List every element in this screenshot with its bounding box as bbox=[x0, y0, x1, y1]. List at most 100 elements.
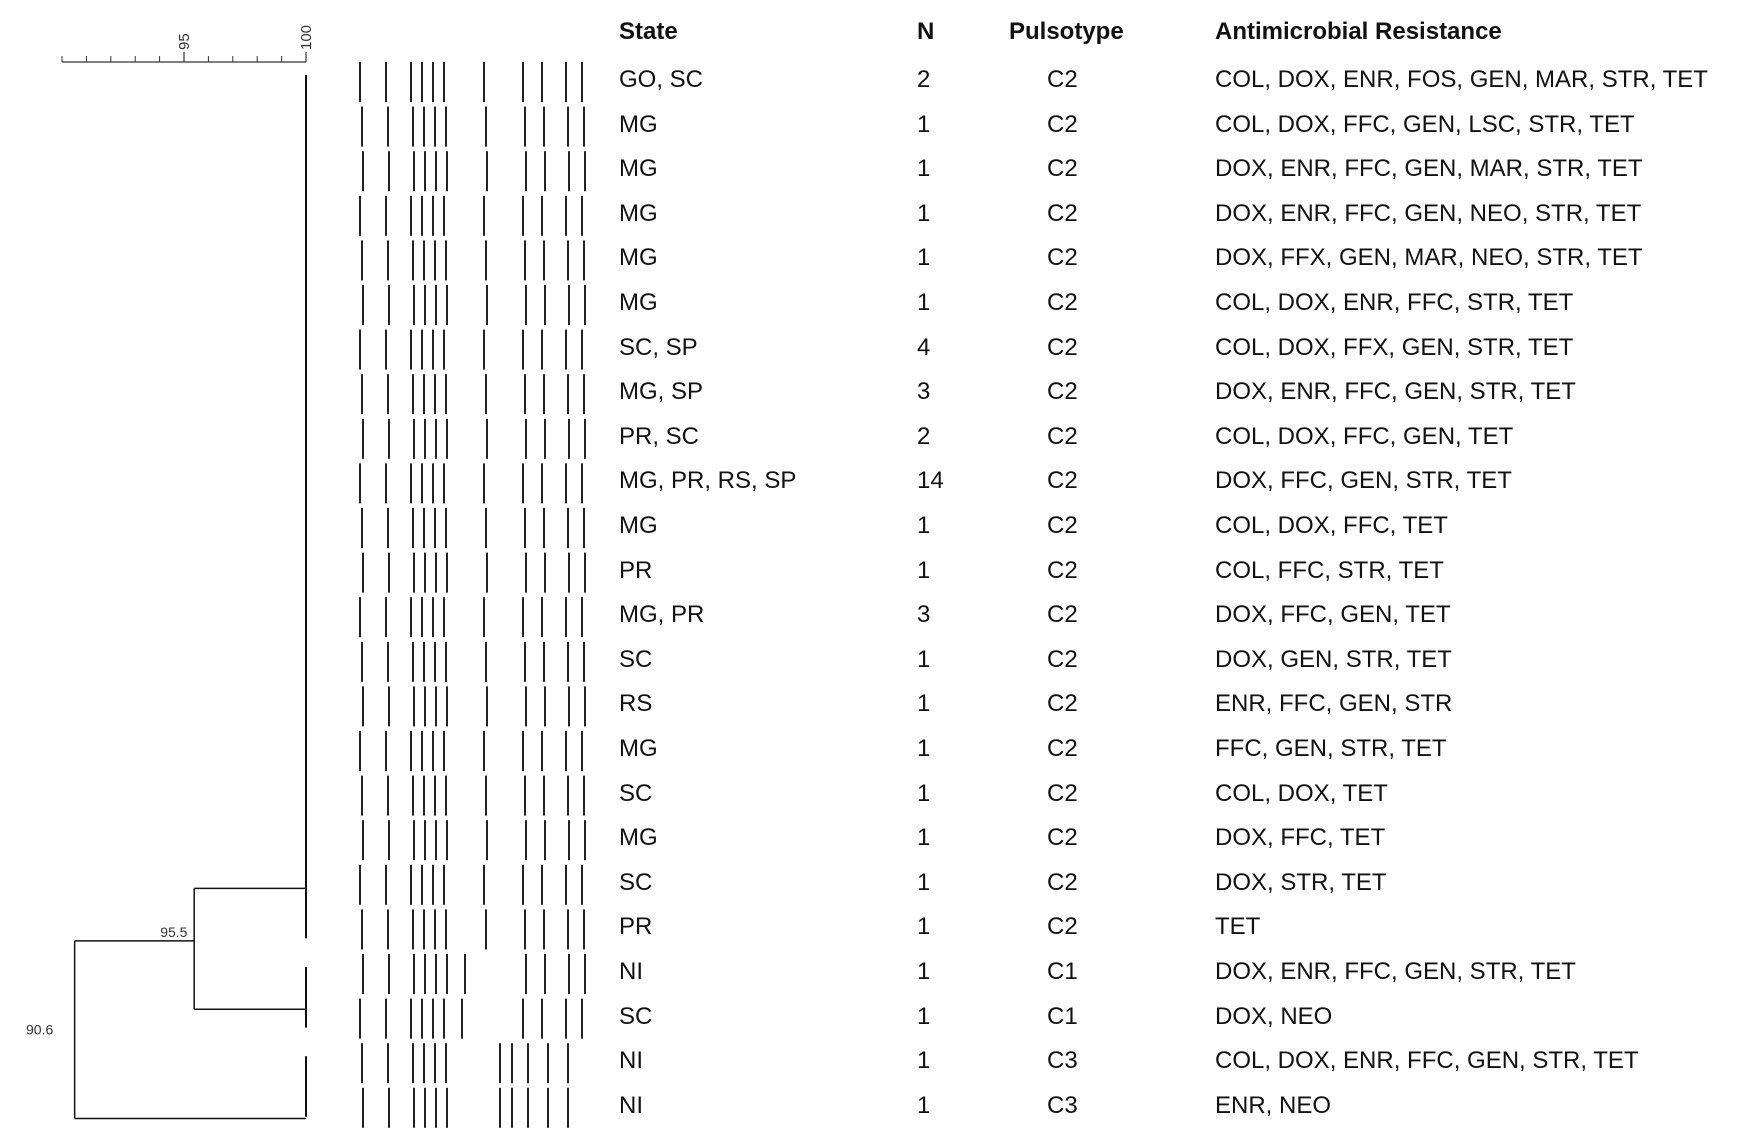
scale-tick-label: 100 bbox=[298, 25, 315, 50]
table-row: PR, SC 2 C2 COL, DOX, FFC, GEN, TET bbox=[0, 421, 1763, 465]
n-cell: 1 bbox=[917, 244, 931, 272]
pulsotype-cell: C2 bbox=[1047, 378, 1078, 406]
table-row: MG 1 C2 DOX, ENR, FFC, GEN, MAR, STR, TET bbox=[0, 153, 1763, 197]
table-row: NI 1 C3 COL, DOX, ENR, FFC, GEN, STR, TET bbox=[0, 1045, 1763, 1089]
pulsotype-cell: C2 bbox=[1047, 199, 1078, 227]
resistance-cell: DOX, ENR, FFC, GEN, NEO, STR, TET bbox=[1215, 199, 1642, 227]
resistance-cell: DOX, GEN, STR, TET bbox=[1215, 645, 1452, 673]
state-cell: SC bbox=[619, 645, 653, 673]
table-row: MG 1 C2 COL, DOX, FFC, TET bbox=[0, 510, 1763, 554]
resistance-cell: DOX, STR, TET bbox=[1215, 868, 1387, 896]
n-cell: 1 bbox=[917, 645, 931, 673]
n-cell: 1 bbox=[917, 289, 931, 316]
n-cell: 2 bbox=[917, 422, 931, 450]
resistance-cell: DOX, FFC, GEN, STR, TET bbox=[1215, 467, 1512, 495]
table-row: PR 1 C2 COL, FFC, STR, TET bbox=[0, 555, 1763, 599]
state-cell: SC bbox=[619, 1002, 653, 1030]
pfge-gel-bands bbox=[359, 62, 586, 1128]
resistance-cell: COL, DOX, FFC, GEN, TET bbox=[1215, 422, 1514, 450]
n-cell: 14 bbox=[917, 467, 944, 495]
state-cell: SC bbox=[619, 779, 653, 807]
table-row: MG 1 C2 DOX, ENR, FFC, GEN, NEO, STR, TET bbox=[0, 198, 1763, 242]
state-cell: MG bbox=[619, 824, 658, 852]
state-cell: PR bbox=[619, 913, 653, 941]
resistance-cell: DOX, FFX, GEN, MAR, NEO, STR, TET bbox=[1215, 244, 1643, 272]
pulsotype-cell: C1 bbox=[1047, 958, 1078, 985]
table-row: MG, PR 3 C2 DOX, FFC, GEN, TET bbox=[0, 599, 1763, 643]
state-cell: MG, PR bbox=[619, 601, 705, 629]
pulsotype-cell: C2 bbox=[1047, 289, 1078, 316]
state-cell: NI bbox=[619, 958, 643, 985]
pulsotype-cell: C2 bbox=[1047, 735, 1078, 762]
n-cell: 1 bbox=[917, 199, 931, 227]
table-row: MG, SP 3 C2 DOX, ENR, FFC, GEN, STR, TET bbox=[0, 376, 1763, 420]
table-row: SC 1 C2 DOX, STR, TET bbox=[0, 867, 1763, 911]
pulsotype-cell: C2 bbox=[1047, 422, 1078, 450]
pulsotype-cell: C2 bbox=[1047, 556, 1078, 584]
table-row: MG, PR, RS, SP 14 C2 DOX, FFC, GEN, STR, TE… bbox=[0, 465, 1763, 509]
pulsotype-cell: C2 bbox=[1047, 512, 1078, 539]
n-cell: 1 bbox=[917, 779, 931, 807]
state-cell: MG bbox=[619, 199, 658, 227]
n-cell: 1 bbox=[917, 913, 931, 941]
n-cell: 1 bbox=[917, 512, 931, 539]
resistance-cell: COL, DOX, FFC, GEN, LSC, STR, TET bbox=[1215, 110, 1635, 138]
table-row: PR 1 C2 TET bbox=[0, 911, 1763, 955]
state-cell: MG bbox=[619, 735, 658, 762]
state-cell: MG bbox=[619, 244, 658, 272]
pulsotype-cell: C3 bbox=[1047, 1047, 1078, 1075]
state-cell: GO, SC bbox=[619, 66, 704, 93]
state-cell: MG bbox=[619, 155, 658, 183]
state-cell: NI bbox=[619, 1047, 643, 1075]
resistance-cell: DOX, FFC, GEN, TET bbox=[1215, 601, 1451, 629]
table-row: MG 1 C2 FFC, GEN, STR, TET bbox=[0, 733, 1763, 777]
resistance-cell: DOX, FFC, TET bbox=[1215, 824, 1386, 852]
n-cell: 1 bbox=[917, 155, 931, 183]
resistance-cell: DOX, ENR, FFC, GEN, STR, TET bbox=[1215, 958, 1576, 985]
pulsotype-cell: C2 bbox=[1047, 244, 1078, 272]
n-cell: 3 bbox=[917, 378, 931, 406]
n-cell: 3 bbox=[917, 601, 931, 629]
state-cell: SC bbox=[619, 868, 653, 896]
table-row: SC, SP 4 C2 COL, DOX, FFX, GEN, STR, TET bbox=[0, 332, 1763, 376]
node-label-outer: 90.6 bbox=[26, 1022, 53, 1038]
pulsotype-cell: C2 bbox=[1047, 779, 1078, 807]
n-cell: 2 bbox=[917, 66, 931, 93]
pulsotype-cell: C2 bbox=[1047, 155, 1078, 183]
state-cell: MG bbox=[619, 512, 658, 539]
state-cell: PR bbox=[619, 556, 653, 584]
resistance-cell: COL, DOX, FFX, GEN, STR, TET bbox=[1215, 333, 1574, 361]
resistance-cell: ENR, NEO bbox=[1215, 1091, 1332, 1119]
pulsotype-cell: C2 bbox=[1047, 333, 1078, 361]
pulsotype-cell: C2 bbox=[1047, 645, 1078, 673]
pulsotype-cell: C2 bbox=[1047, 690, 1078, 718]
pulsotype-cell: C2 bbox=[1047, 824, 1078, 852]
table-row: GO, SC 2 C2 COL, DOX, ENR, FOS, GEN, MAR, S… bbox=[0, 64, 1763, 108]
resistance-cell: DOX, NEO bbox=[1215, 1002, 1333, 1030]
table-row: SC 1 C2 DOX, GEN, STR, TET bbox=[0, 644, 1763, 688]
resistance-cell: COL, FFC, STR, TET bbox=[1215, 556, 1444, 584]
n-cell: 1 bbox=[917, 690, 931, 718]
pulsotype-cell: C2 bbox=[1047, 467, 1078, 495]
state-cell: PR, SC bbox=[619, 422, 700, 450]
state-cell: RS bbox=[619, 690, 653, 718]
header-antimicrobial-resistance: Antimicrobial Resistance bbox=[1215, 18, 1502, 45]
resistance-cell: COL, DOX, TET bbox=[1215, 779, 1388, 807]
pulsotype-cell: C2 bbox=[1047, 601, 1078, 629]
table-row: MG 1 C2 COL, DOX, FFC, GEN, LSC, STR, TET bbox=[0, 109, 1763, 153]
n-cell: 1 bbox=[917, 735, 931, 762]
scale-tick-label: 95 bbox=[176, 33, 193, 50]
table-row: MG 1 C2 COL, DOX, ENR, FFC, STR, TET bbox=[0, 287, 1763, 331]
pulsotype-cell: C2 bbox=[1047, 110, 1078, 138]
state-cell: MG bbox=[619, 110, 658, 138]
state-cell: MG, SP bbox=[619, 378, 704, 406]
pulsotype-cell: C3 bbox=[1047, 1091, 1078, 1119]
n-cell: 1 bbox=[917, 824, 931, 852]
n-cell: 1 bbox=[917, 556, 931, 584]
state-cell: NI bbox=[619, 1091, 643, 1119]
dendrogram-branches: 95.5 90.6 bbox=[26, 75, 307, 1120]
similarity-scale: 95 100 bbox=[61, 25, 315, 63]
table-row: RS 1 C2 ENR, FFC, GEN, STR bbox=[0, 688, 1763, 732]
